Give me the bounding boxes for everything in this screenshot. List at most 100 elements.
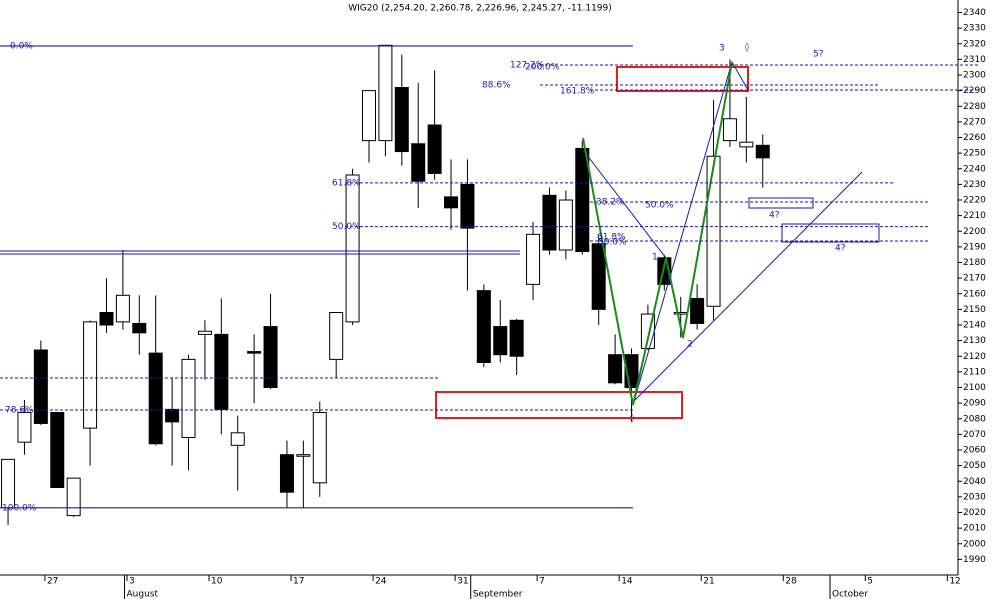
x-tick-label: 3 [129, 577, 135, 587]
candle-body [476, 290, 491, 363]
x-tick-label: 28 [785, 577, 797, 587]
candle-body [132, 322, 147, 334]
candle-body [739, 141, 754, 148]
marker: ◊ [630, 413, 635, 424]
y-tick-label: 2160 [963, 289, 986, 299]
candle-body [673, 312, 688, 315]
level-label: 200.0% [525, 63, 560, 73]
level-label: 100.0% [2, 503, 37, 513]
y-tick-label: 2270 [963, 117, 986, 127]
y-tick-label: 2200 [963, 227, 986, 237]
y-tick-label: 2090 [963, 399, 986, 409]
zone-box [781, 223, 880, 243]
candle-body [444, 196, 459, 209]
candle-body [427, 124, 442, 174]
y-tick-label: 2140 [963, 321, 986, 331]
candle-body [608, 354, 623, 384]
chart-title: WIG20 (2,254.20, 2,260.78, 2,226.96, 2,2… [348, 4, 612, 14]
candle-body [279, 454, 294, 493]
candle-body [345, 174, 360, 323]
candle-body [526, 233, 541, 285]
wave-label: 4? [769, 211, 780, 221]
trend-line [634, 171, 863, 401]
level-label: 61.8% [597, 232, 626, 242]
y-tick-label: 2260 [963, 133, 986, 143]
y-tick-label: 2180 [963, 258, 986, 268]
level-label: 38.2% [596, 198, 625, 208]
y-tick-label: 2220 [963, 196, 986, 206]
candle-body [361, 90, 376, 142]
y-tick-label: 2000 [963, 539, 986, 549]
x-tick-label: 27 [47, 577, 58, 587]
candle-body [181, 358, 196, 438]
candle-body [460, 183, 475, 229]
y-tick-label: 2010 [963, 524, 986, 534]
y-tick-label: 2130 [963, 336, 986, 346]
target-box [435, 391, 683, 419]
y-tick-label: 2290 [963, 86, 986, 96]
candle-body [312, 412, 327, 484]
y-tick-label: 2280 [963, 102, 986, 112]
x-tick-label: 14 [621, 577, 633, 587]
y-tick-label: 2080 [963, 414, 986, 424]
y-tick-label: 2060 [963, 446, 986, 456]
candle-body [411, 143, 426, 182]
level-label: 50.0% [332, 222, 361, 232]
x-tick-label: 31 [457, 577, 468, 587]
candle-body [296, 454, 311, 457]
y-tick-label: 2040 [963, 477, 986, 487]
candle-body [1, 458, 16, 509]
candle-body [99, 312, 114, 326]
marker: ◊ [745, 42, 750, 53]
level-label: 0.0% [10, 41, 33, 51]
x-tick-label: 24 [375, 577, 387, 587]
y-tick-label: 2030 [963, 492, 986, 502]
y-tick-label: 2310 [963, 55, 986, 65]
candle-body [197, 330, 212, 335]
y-tick-label: 2320 [963, 39, 986, 49]
wave-label: 5? [813, 50, 824, 60]
candle-body [394, 87, 409, 153]
level-label: 50.0% [645, 201, 674, 211]
y-tick-label: 2190 [963, 242, 986, 252]
y-tick-label: 2170 [963, 274, 986, 284]
level-label: 61.8% [332, 178, 361, 188]
x-tick-label: 7 [539, 577, 545, 587]
drawings: ◊ ◊ [0, 42, 880, 424]
candle-body [115, 294, 130, 323]
candle-body [755, 144, 770, 159]
candle-body [378, 44, 393, 142]
y-tick-label: 2050 [963, 461, 986, 471]
candle-body [50, 412, 65, 488]
candle-body [263, 326, 278, 388]
candle-body [148, 352, 163, 445]
candle-body [722, 118, 737, 142]
candle-body [214, 333, 229, 410]
y-tick-label: 2070 [963, 430, 986, 440]
wave-label: 2 [687, 340, 693, 350]
candle-body [591, 243, 606, 310]
candle-body [706, 155, 721, 307]
wave-label: 3 [719, 44, 725, 54]
candle-body [247, 351, 262, 354]
y-tick-label: 2210 [963, 211, 986, 221]
y-tick-label: 2150 [963, 305, 986, 315]
x-tick-label: 17 [293, 577, 304, 587]
y-tick-label: 2230 [963, 180, 986, 190]
zone-box [748, 197, 814, 209]
y-tick-label: 2110 [963, 367, 986, 377]
level-label: 78.6% [5, 406, 34, 416]
level-label: 88.6% [482, 81, 511, 91]
candle-body [690, 297, 705, 324]
level-label: 161.8% [560, 87, 595, 97]
candle-body [66, 477, 81, 517]
x-tick-label: 12 [949, 577, 960, 587]
y-tick-label: 2120 [963, 352, 986, 362]
x-tick-label: 5 [867, 577, 873, 587]
trend-line [582, 149, 667, 259]
x-tick-label: 10 [211, 577, 223, 587]
target-box [616, 66, 749, 92]
month-label: October [832, 590, 868, 599]
y-tick-label: 2240 [963, 164, 986, 174]
